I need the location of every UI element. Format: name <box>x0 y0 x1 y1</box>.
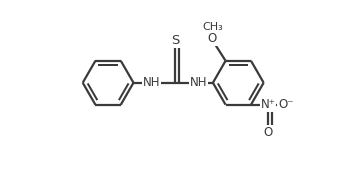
Text: O: O <box>208 32 217 45</box>
Text: N⁺: N⁺ <box>261 98 275 111</box>
Text: O⁻: O⁻ <box>278 98 293 111</box>
Text: CH₃: CH₃ <box>202 22 223 32</box>
Text: NH: NH <box>190 76 207 89</box>
Text: NH: NH <box>143 76 160 89</box>
Text: S: S <box>171 34 179 47</box>
Text: O: O <box>264 126 273 139</box>
